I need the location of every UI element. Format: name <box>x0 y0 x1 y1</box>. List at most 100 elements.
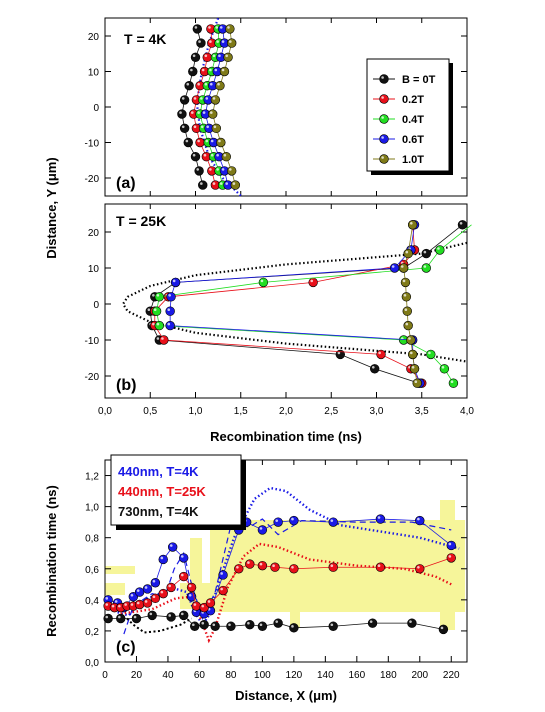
a-point-b-1-0t <box>227 38 237 48</box>
c-point-440nm-25k-highlight <box>188 584 192 588</box>
a-ytick-label: 10 <box>88 68 100 79</box>
panel-b-series <box>145 220 472 388</box>
b-point-b-1-0t-highlight <box>400 265 404 268</box>
a-point-b-1-0t <box>215 80 225 91</box>
c-point-440nm-4k-highlight <box>114 600 118 603</box>
c-point-730nm-4k <box>210 621 220 631</box>
c-ytick-label: 0,0 <box>85 658 99 669</box>
c-point-730nm-4k-highlight <box>275 620 279 623</box>
c-point-440nm-25k-highlight <box>448 555 452 558</box>
c-point-440nm-4k-highlight <box>160 556 164 560</box>
c-point-440nm-25k-highlight <box>180 573 184 577</box>
panel-a-series <box>177 24 241 190</box>
c-ytick-label: 1,2 <box>85 472 99 483</box>
a-point-b-0-2t-highlight <box>197 82 200 86</box>
a-series-line-b-1-0t <box>212 28 236 186</box>
b-point-b-1-0t-highlight <box>408 337 411 340</box>
c-point-440nm-4k <box>150 578 161 588</box>
panel-c-ticks: 0,0 0,2 0,4 0,6 0,8 1,0 1,2 0 20 40 60 80 100 120 140 1… <box>85 460 467 681</box>
b-point-b-0-4t-highlight <box>260 279 264 283</box>
c-point-440nm-25k <box>289 564 299 574</box>
c-point-440nm-25k <box>415 564 425 574</box>
b-point-b-0-4t <box>448 378 459 388</box>
b-point-b-1-0t-highlight <box>410 222 413 225</box>
yellow-band <box>105 583 125 595</box>
c-point-730nm-4k-highlight <box>259 623 263 627</box>
b-point-b-0-2t-highlight <box>161 337 164 340</box>
legend-field-marker <box>379 114 389 124</box>
c-point-730nm-4k <box>328 621 338 631</box>
c-point-440nm-4k-highlight <box>259 527 263 530</box>
c-point-730nm-4k <box>178 610 189 621</box>
a-point-b-1-0t-highlight <box>232 182 236 185</box>
a-point-b-0-2t-highlight <box>193 97 197 100</box>
c-point-440nm-25k-highlight <box>105 603 109 606</box>
c-point-440nm-25k-highlight <box>291 565 294 569</box>
c-point-440nm-4k-highlight <box>417 517 420 521</box>
b-point-b-0t <box>421 248 431 259</box>
yellow-band <box>440 500 455 630</box>
panel-a-label: (a) <box>116 175 136 192</box>
c-point-730nm-4k-highlight <box>192 623 195 627</box>
b-xtick-label: 1,5 <box>234 406 248 417</box>
b-point-b-1-0t <box>408 349 418 360</box>
legend-c-box <box>110 454 242 526</box>
b-xtick-label: 0,0 <box>98 406 112 417</box>
a-point-b-0-6t-highlight <box>202 111 206 114</box>
a-point-b-1-0t <box>225 24 235 34</box>
legend-field-marker-highlight <box>381 156 384 159</box>
c-point-730nm-4k-highlight <box>168 614 172 617</box>
a-point-b-1-0t <box>230 180 241 190</box>
c-point-440nm-25k <box>142 598 153 608</box>
a-point-b-0t-highlight <box>186 82 190 86</box>
c-point-440nm-4k <box>273 517 283 527</box>
panel-c: 0,0 0,2 0,4 0,6 0,8 1,0 1,2 0 20 40 60 80 100 120 140 1… <box>85 454 468 681</box>
a-point-b-0-6t-highlight <box>225 182 228 185</box>
c-point-730nm-4k <box>438 624 449 635</box>
c-point-730nm-4k <box>245 620 255 630</box>
b-series-b-0-6t <box>165 220 425 388</box>
legend-c-entry-730-4k: 730nm, T=4K <box>118 504 199 519</box>
a-point-b-0t-highlight <box>185 139 189 143</box>
a-point-b-1-0t-highlight <box>223 153 227 157</box>
c-xtick-label: 0 <box>102 670 108 681</box>
c-point-440nm-4k-highlight <box>152 579 156 583</box>
c-point-440nm-4k-highlight <box>220 572 223 575</box>
a-point-b-0-4t-highlight <box>204 82 208 86</box>
c-point-440nm-4k-highlight <box>448 542 452 546</box>
b-point-b-0-6t <box>166 292 176 302</box>
legend-field-entry-b-0-4t: 0.4T <box>373 114 424 126</box>
a-point-b-0-2t <box>195 137 205 148</box>
c-series-730nm-4k <box>103 610 449 635</box>
c-xtick-label: 220 <box>443 670 460 681</box>
b-ytick-label: -10 <box>85 336 100 347</box>
b-ytick-label: 20 <box>88 228 100 239</box>
c-point-730nm-4k-highlight <box>149 612 153 616</box>
a-point-b-1-0t-highlight <box>229 168 232 171</box>
b-point-b-0-6t <box>389 263 400 273</box>
c-point-440nm-25k-highlight <box>118 604 121 608</box>
c-point-440nm-4k <box>178 553 189 563</box>
a-point-b-1-0t <box>219 66 230 77</box>
c-point-440nm-25k-highlight <box>130 603 134 606</box>
a-point-b-0t <box>177 109 187 119</box>
a-point-b-1-0t-highlight <box>209 111 213 114</box>
b-point-b-1-0t-highlight <box>410 351 413 355</box>
c-point-440nm-4k-highlight <box>130 593 134 597</box>
a-point-b-0-6t-highlight <box>221 168 225 171</box>
a-point-b-0-4t-highlight <box>215 26 219 29</box>
b-point-b-1-0t-highlight <box>405 250 409 254</box>
panel-a-ticks: -20 -10 0 10 20 <box>85 18 468 196</box>
a-point-b-0-2t-highlight <box>212 182 216 185</box>
b-point-b-1-0t <box>401 292 412 302</box>
a-point-b-1-0t <box>210 95 221 105</box>
a-point-b-0t <box>198 180 208 190</box>
c-xtick-label: 60 <box>194 670 206 681</box>
b-point-b-1-0t-highlight <box>405 322 409 326</box>
b-point-b-1-0t-highlight <box>403 294 407 297</box>
a-point-b-0t <box>192 24 203 34</box>
b-point-b-0-4t-highlight <box>156 294 160 297</box>
a-point-b-0-4t-highlight <box>197 111 200 114</box>
a-point-b-0-4t-highlight <box>216 40 219 43</box>
c-point-440nm-25k-highlight <box>236 565 239 569</box>
